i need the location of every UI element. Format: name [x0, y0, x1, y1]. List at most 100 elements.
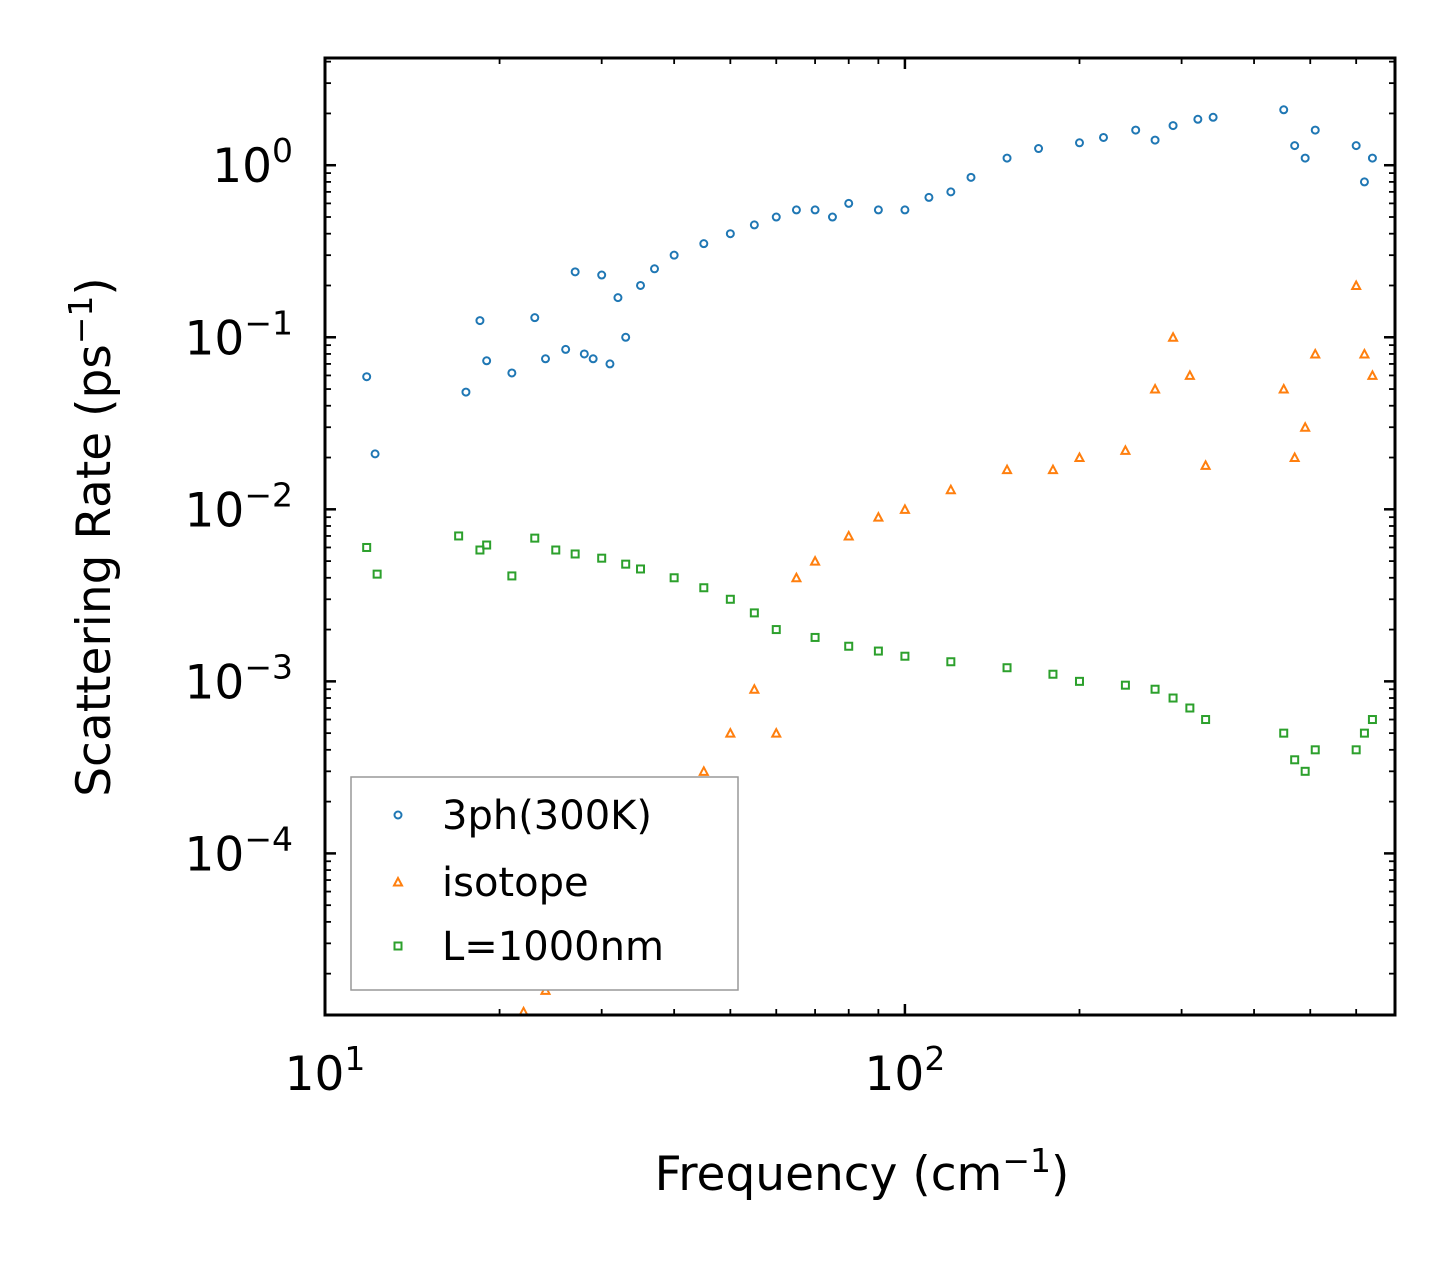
data-point	[1310, 745, 1320, 755]
data-point	[844, 198, 854, 208]
data-point	[1167, 331, 1179, 342]
data-point	[540, 354, 550, 364]
data-point	[946, 187, 956, 197]
data-point	[570, 549, 580, 559]
data-point	[810, 632, 820, 642]
data-point	[1074, 138, 1084, 148]
legend: 3ph(300K) isotope L=1000nm	[350, 776, 739, 991]
data-point	[551, 545, 561, 555]
legend-box	[350, 776, 739, 991]
legend-marker	[392, 875, 404, 887]
data-point	[1002, 663, 1012, 673]
data-point	[699, 583, 709, 593]
data-point	[945, 483, 957, 495]
data-point	[946, 657, 956, 667]
data-point	[1120, 680, 1130, 690]
data-point	[1001, 463, 1013, 475]
data-point	[621, 559, 631, 569]
data-point	[1168, 693, 1178, 703]
data-point	[1208, 112, 1218, 122]
data-point	[669, 250, 679, 260]
data-point	[1279, 105, 1289, 115]
data-point	[588, 354, 598, 364]
data-point	[1367, 715, 1377, 725]
data-point	[482, 540, 492, 550]
data-point	[1367, 153, 1377, 163]
data-point	[370, 449, 380, 459]
data-point	[669, 573, 679, 583]
data-point	[530, 533, 540, 543]
data-point	[1002, 153, 1012, 163]
data-point	[790, 571, 803, 583]
series-3	[362, 531, 1377, 776]
data-point	[843, 529, 855, 541]
legend-label: L=1000nm	[442, 924, 664, 970]
data-point	[570, 267, 580, 277]
data-point	[1119, 444, 1132, 455]
data-point	[613, 293, 623, 303]
legend-marker	[393, 810, 403, 820]
data-point	[698, 765, 710, 776]
data-point	[899, 503, 911, 514]
data-point	[1073, 451, 1086, 463]
data-point	[844, 641, 854, 651]
data-point	[475, 545, 485, 555]
x-tick-label: 102	[865, 1039, 946, 1102]
y-tick-label: 10−3	[185, 647, 293, 710]
data-point	[725, 229, 735, 239]
data-point	[1279, 728, 1289, 738]
data-point	[636, 564, 646, 574]
data-point	[1290, 141, 1300, 151]
data-point	[1184, 369, 1196, 380]
y-tick-label: 100	[212, 131, 293, 194]
series-1	[362, 105, 1377, 459]
data-point	[900, 205, 910, 215]
y-axis-title: Scattering Rate (ps−1)	[61, 277, 122, 797]
data-point	[827, 212, 837, 222]
data-point	[1150, 135, 1160, 145]
data-point	[597, 553, 607, 563]
data-point	[749, 220, 759, 230]
data-point	[1359, 177, 1369, 187]
data-point	[748, 683, 761, 694]
data-point	[1168, 121, 1178, 131]
x-tick-label: 101	[285, 1039, 366, 1102]
data-point	[507, 368, 517, 378]
data-point	[1351, 745, 1361, 755]
data-point	[1359, 728, 1369, 738]
data-point	[1048, 669, 1058, 679]
data-point	[372, 569, 382, 579]
data-point	[1034, 144, 1044, 154]
data-point	[1185, 703, 1195, 713]
data-point	[475, 316, 485, 326]
data-point	[1150, 684, 1160, 694]
data-point	[362, 542, 372, 552]
y-tick-labels: 100 10−1 10−2 10−3 10−4	[185, 131, 293, 882]
data-point	[636, 280, 646, 290]
data-point	[725, 594, 735, 604]
data-point	[1351, 141, 1361, 151]
legend-item-3: L=1000nm	[393, 924, 664, 970]
data-point	[1074, 676, 1084, 686]
data-point	[1310, 125, 1320, 135]
data-point	[650, 264, 660, 274]
data-point	[530, 313, 540, 323]
data-point	[461, 387, 471, 397]
data-point	[924, 192, 934, 202]
data-point	[1199, 459, 1212, 470]
x-axis-title: Frequency (cm−1)	[655, 1141, 1070, 1202]
data-point	[1278, 382, 1290, 394]
data-point	[809, 554, 821, 566]
data-point	[1300, 766, 1310, 776]
data-point	[1350, 279, 1362, 290]
data-point	[605, 359, 615, 369]
data-point	[749, 608, 759, 618]
legend-label: 3ph(300K)	[442, 793, 652, 839]
data-point	[1047, 463, 1059, 475]
legend-label: isotope	[442, 860, 589, 906]
data-point	[1289, 451, 1301, 463]
data-point	[1193, 114, 1203, 124]
data-point	[1299, 421, 1311, 432]
data-point	[362, 372, 372, 382]
